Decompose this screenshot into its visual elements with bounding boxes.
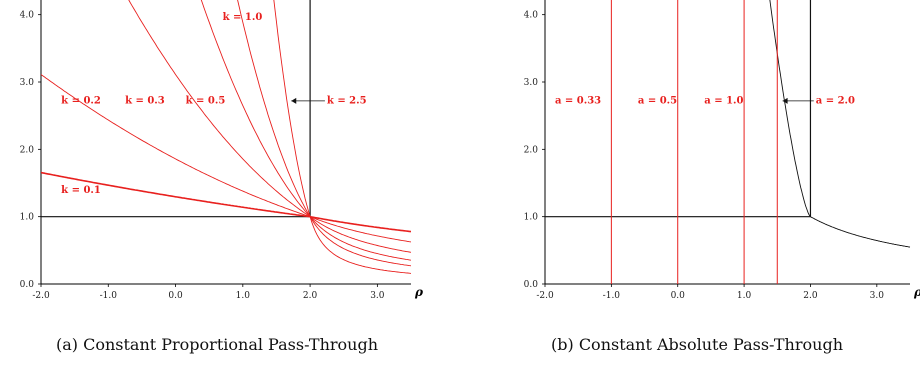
x-tick-label: -1.0 <box>603 291 621 301</box>
x-tick-label: -2.0 <box>32 291 50 301</box>
arrow-head <box>782 97 788 104</box>
y-tick-label: 4.0 <box>20 11 35 21</box>
series-line <box>237 0 411 267</box>
series-label: a = 0.5 <box>638 96 677 107</box>
x-tick-label: 2.0 <box>803 291 818 301</box>
x-tick-label: 3.0 <box>370 291 385 301</box>
series-label: a = 0.33 <box>555 96 601 107</box>
series-line <box>41 74 411 243</box>
y-tick-label: 0.0 <box>524 280 539 290</box>
x-tick-label: 0.0 <box>168 291 183 301</box>
series-label: a = 1.0 <box>704 96 743 107</box>
panel-a: -2.0-1.00.01.02.03.00.01.02.03.04.0ρεSCk… <box>20 0 424 301</box>
y-tick-label: 0.0 <box>20 280 35 290</box>
series-label: k = 0.2 <box>61 96 101 107</box>
y-tick-label: 3.0 <box>20 78 35 88</box>
y-tick-label: 1.0 <box>20 213 35 223</box>
curves <box>41 0 411 274</box>
y-tick-label: 2.0 <box>20 145 35 155</box>
x-axis-label: ρ <box>913 285 920 299</box>
y-tick-label: 1.0 <box>524 213 539 223</box>
arrow-head <box>291 97 297 104</box>
x-tick-label: 1.0 <box>737 291 752 301</box>
x-tick-label: 1.0 <box>236 291 251 301</box>
series-line <box>41 171 411 233</box>
series-label: a = 2.0 <box>816 96 855 107</box>
panel-b: -2.0-1.00.01.02.03.00.01.02.03.04.0ρεSPT… <box>524 0 920 301</box>
x-axis-label: ρ <box>414 285 424 299</box>
x-tick-label: -1.0 <box>100 291 118 301</box>
x-tick-label: 0.0 <box>671 291 686 301</box>
series-label: k = 0.1 <box>61 185 101 196</box>
demand-curve <box>769 0 911 248</box>
caption-a: (a) Constant Proportional Pass-Through <box>56 335 378 354</box>
series-label: k = 1.0 <box>223 12 263 23</box>
series-line <box>273 0 411 274</box>
series-label: k = 2.5 <box>327 96 367 107</box>
y-tick-label: 3.0 <box>524 78 539 88</box>
x-tick-label: 2.0 <box>303 291 318 301</box>
series-label: k = 0.3 <box>125 96 165 107</box>
series-line <box>200 0 411 261</box>
y-tick-label: 4.0 <box>524 11 539 21</box>
series-line <box>128 0 411 253</box>
x-tick-label: -2.0 <box>536 291 554 301</box>
x-tick-label: 3.0 <box>870 291 885 301</box>
caption-b: (b) Constant Absolute Pass-Through <box>551 335 843 354</box>
y-tick-label: 2.0 <box>524 145 539 155</box>
series-label: k = 0.5 <box>186 96 226 107</box>
